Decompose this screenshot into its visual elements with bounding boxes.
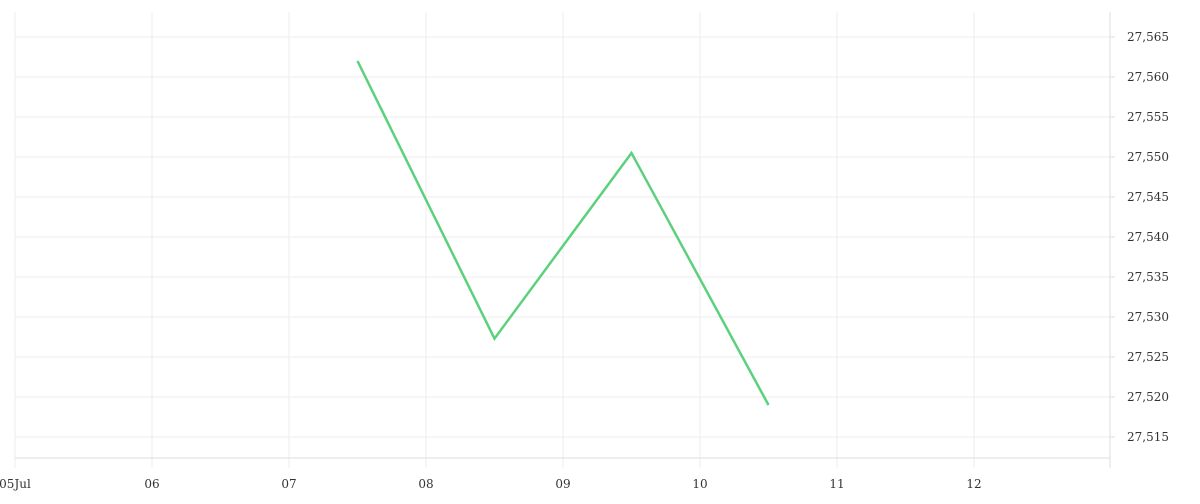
y-tick-label: 27,525 — [1127, 350, 1169, 364]
x-tick-label: 05Jul — [0, 477, 31, 491]
y-tick-label: 27,545 — [1127, 190, 1169, 204]
y-tick-label: 27,540 — [1127, 230, 1169, 244]
y-tick-label: 27,565 — [1127, 30, 1169, 44]
y-tick-label: 27,520 — [1127, 390, 1169, 404]
y-tick-label: 27,560 — [1127, 70, 1169, 84]
x-tick-label: 12 — [966, 477, 981, 491]
y-tick-label: 27,515 — [1127, 430, 1169, 444]
y-tick-label: 27,550 — [1127, 150, 1169, 164]
y-tick-label: 27,530 — [1127, 310, 1169, 324]
x-tick-label: 11 — [829, 477, 844, 491]
grid — [15, 12, 1110, 468]
y-tick-label: 27,555 — [1127, 110, 1169, 124]
x-tick-label: 07 — [281, 477, 296, 491]
y-tick-label: 27,535 — [1127, 270, 1169, 284]
x-tick-label: 09 — [555, 477, 570, 491]
x-tick-label: 08 — [418, 477, 433, 491]
y-axis-ticks: 27,515 27,520 27,525 27,530 27,535 27,540 27,5… — [1110, 30, 1169, 444]
x-tick-label: 06 — [144, 477, 159, 491]
x-tick-label: 10 — [692, 477, 707, 491]
x-axis-ticks: 05Jul 06 07 08 09 10 11 12 — [0, 477, 982, 491]
